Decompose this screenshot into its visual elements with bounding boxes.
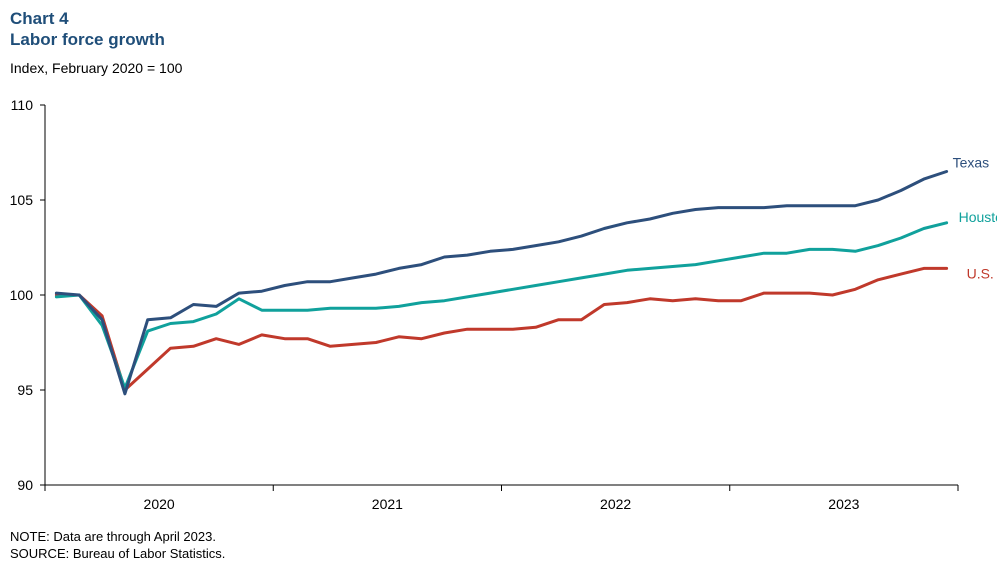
chart-footer: NOTE: Data are through April 2023. SOURC… xyxy=(10,528,225,562)
y-tick-label: 100 xyxy=(10,287,34,303)
series-label-texas: Texas xyxy=(953,155,990,171)
series-label-houston: Houston xyxy=(959,209,997,225)
y-tick-label: 90 xyxy=(17,477,33,493)
chart-title: Labor force growth xyxy=(10,30,165,49)
series-label-us: U.S. xyxy=(967,265,994,281)
series-line-houston xyxy=(54,221,949,390)
x-tick-label: 2022 xyxy=(600,496,631,512)
series-line-us xyxy=(54,266,949,392)
x-tick-label: 2021 xyxy=(372,496,403,512)
y-axis-unit-label: Index, February 2020 = 100 xyxy=(10,60,183,76)
x-tick-label: 2020 xyxy=(144,496,175,512)
y-tick-label: 95 xyxy=(17,382,33,398)
y-tick-label: 105 xyxy=(10,192,34,208)
series-line-texas xyxy=(54,170,949,396)
footnote: NOTE: Data are through April 2023. xyxy=(10,529,216,544)
x-tick-label: 2023 xyxy=(828,496,859,512)
chart-number: Chart 4 xyxy=(10,9,69,28)
chart-title-block: Chart 4 Labor force growth xyxy=(10,8,165,50)
source-note: SOURCE: Bureau of Labor Statistics. xyxy=(10,546,226,561)
y-tick-label: 110 xyxy=(11,97,34,113)
